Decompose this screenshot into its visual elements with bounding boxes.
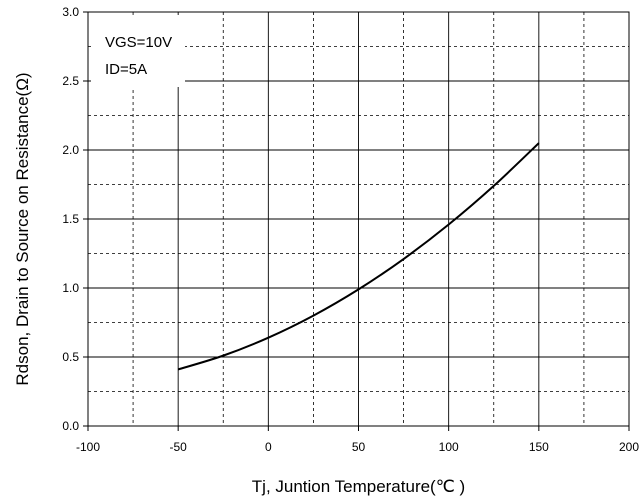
annotation-box bbox=[91, 15, 185, 87]
x-tick-label: 200 bbox=[619, 440, 639, 454]
annotation-vgs: VGS=10V bbox=[105, 34, 172, 51]
y-tick-label: 2.5 bbox=[62, 74, 79, 88]
x-tick-label: -50 bbox=[169, 440, 187, 454]
y-tick-label: 0.0 bbox=[62, 419, 79, 433]
x-tick-label: 150 bbox=[529, 440, 549, 454]
y-tick-label: 1.0 bbox=[62, 281, 79, 295]
tick-labels: -100 -50 0 50 100 150 200 0.0 0.5 1.0 1.5 2.0 2.5 3.0 bbox=[62, 5, 639, 454]
series-layer bbox=[177, 142, 540, 371]
x-tick-label: -100 bbox=[76, 440, 100, 454]
annotation-id: ID=5A bbox=[105, 61, 147, 78]
y-tick-label: 0.5 bbox=[62, 350, 79, 364]
x-tick-label: 100 bbox=[439, 440, 459, 454]
x-axis-label: Tj, Juntion Temperature(℃ ) bbox=[252, 477, 465, 496]
x-tick-label: 50 bbox=[352, 440, 366, 454]
y-tick-label: 3.0 bbox=[62, 5, 79, 19]
y-tick-label: 2.0 bbox=[62, 143, 79, 157]
y-tick-label: 1.5 bbox=[62, 212, 79, 226]
series-line bbox=[177, 142, 540, 371]
x-tick-label: 0 bbox=[265, 440, 272, 454]
grid bbox=[88, 12, 629, 426]
y-axis-label: Rdson, Drain to Source on Resistance(Ω) bbox=[13, 72, 32, 385]
